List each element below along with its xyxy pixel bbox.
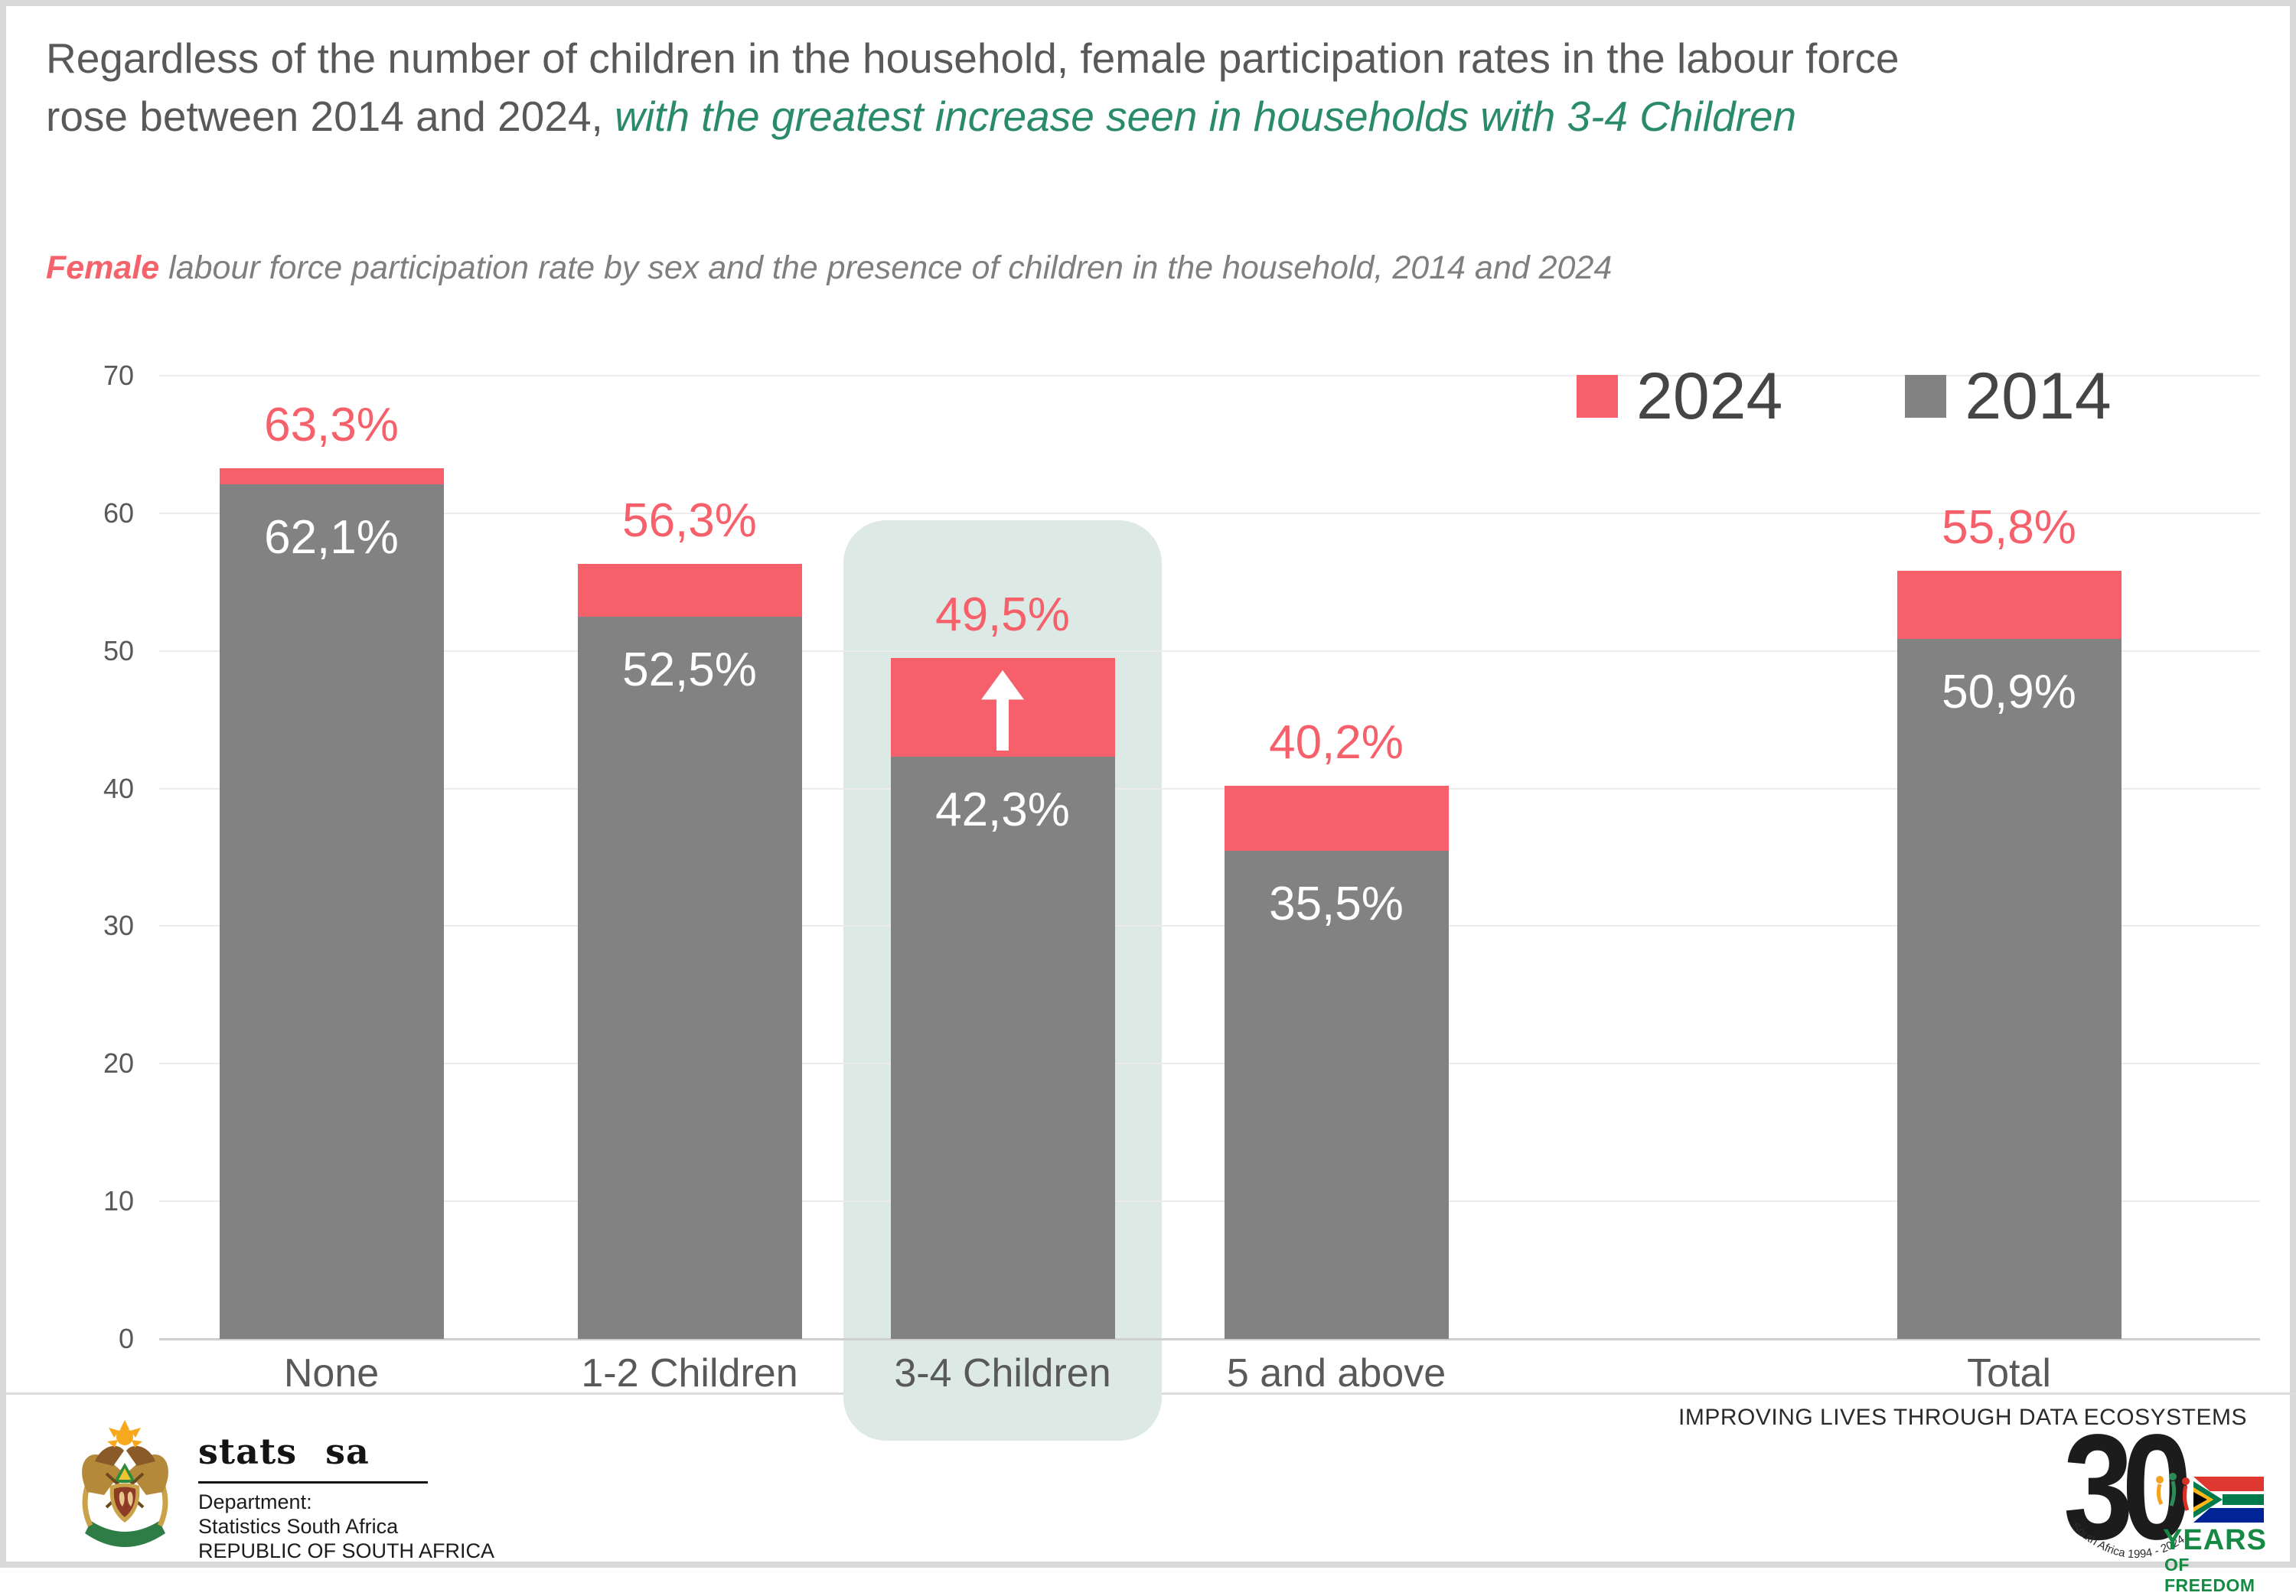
value-label-2024: 63,3% (264, 398, 399, 451)
gridline (159, 512, 2260, 514)
celebrating-people-icon (2156, 1473, 2190, 1511)
y-axis-tick-label: 50 (103, 634, 134, 666)
department-line-2: Statistics South Africa (198, 1515, 399, 1538)
x-axis-category-label: None (283, 1351, 380, 1396)
x-axis-category-label: 3-4 Children (894, 1351, 1111, 1396)
thirty-numeral: 30 (2063, 1403, 2192, 1571)
bar-2024-segment (219, 467, 444, 485)
gridline (159, 1200, 2260, 1203)
title-line-2: rose between 2014 and 2024, with the gre… (46, 93, 1797, 140)
value-label-2014: 42,3% (935, 783, 1070, 837)
legend-item-2014: 2014 (1905, 360, 2112, 433)
department-line-1: Department: (198, 1490, 312, 1513)
title-line-1: Regardless of the number of children in … (46, 34, 1900, 82)
stats-sa-text-block: stats sa Department: Statistics South Af… (198, 1420, 494, 1563)
y-axis-tick-label: 30 (103, 910, 134, 942)
x-axis-category-label: 5 and above (1226, 1351, 1446, 1396)
gridline (159, 650, 2260, 652)
value-label-2014: 50,9% (1942, 665, 2076, 718)
x-axis-category-label: 1-2 Children (581, 1351, 798, 1396)
x-axis-category-label: Total (1967, 1351, 2051, 1396)
chart-legend: 2024 2014 (1577, 360, 2112, 433)
legend-label-2014: 2014 (1965, 360, 2112, 433)
gridline (159, 375, 2260, 376)
bar-2014-segment (219, 484, 444, 1339)
increase-arrow-icon (981, 669, 1024, 754)
bar-2024-segment (1896, 571, 2122, 639)
south-africa-flag-icon (2193, 1477, 2264, 1523)
years-label: YEARS (2163, 1524, 2267, 1556)
y-axis-tick-label: 70 (103, 360, 134, 391)
gridline (159, 787, 2260, 790)
title-highlight: with the greatest increase seen in house… (615, 93, 1797, 140)
legend-item-2024: 2024 (1577, 360, 1782, 433)
legend-swatch-2024-icon (1577, 375, 1618, 418)
bar-2014-segment (577, 616, 802, 1339)
bar-2014-segment (890, 757, 1115, 1339)
subtitle-rest: labour force participation rate by sex a… (159, 249, 1613, 286)
value-label-2014: 52,5% (622, 643, 757, 696)
value-label-2024: 56,3% (622, 494, 757, 548)
stats-sa-coat-of-arms-icon (82, 1420, 168, 1547)
bar-2014-segment (1224, 850, 1449, 1339)
y-axis-tick-label: 20 (103, 1047, 134, 1080)
chart-subtitle: Female labour force participation rate b… (46, 249, 2112, 287)
gridline (159, 1338, 2260, 1340)
value-label-2014: 35,5% (1269, 877, 1404, 930)
value-label-2014: 62,1% (264, 511, 399, 565)
y-axis-tick-label: 40 (103, 772, 134, 804)
legend-label-2024: 2024 (1636, 360, 1783, 433)
stats-sa-logo-block: stats sa Department: Statistics South Af… (73, 1420, 494, 1563)
stats-sa-rule (198, 1481, 428, 1484)
y-axis-tick-label: 60 (103, 497, 134, 529)
of-freedom-label: OF FREEDOM (2164, 1555, 2255, 1595)
y-axis-tick-label: 0 (118, 1323, 134, 1354)
bar-chart: 0 10 20 30 40 50 60 70 63,3% 62,1% None 56,3% 52,5% 1… (6, 312, 2296, 1441)
sun-icon (107, 1420, 142, 1448)
bar-2014-segment (1896, 638, 2122, 1339)
value-label-2024: 49,5% (935, 588, 1070, 641)
thirty-years-of-freedom-logo: 30 South Africa 1994 - 2024 YEARS OF FRE… (2063, 1412, 2270, 1596)
page-title: Regardless of the number of children in … (46, 29, 2227, 145)
department-line-3: REPUBLIC OF SOUTH AFRICA (198, 1539, 495, 1562)
bar-2024-segment (1224, 785, 1449, 851)
subtitle-emphasis: Female (46, 249, 160, 286)
stats-sa-wordmark: stats sa (198, 1431, 370, 1472)
anniversary-arc-text: South Africa 1994 - 2024 (2069, 1520, 2187, 1562)
y-axis-tick-label: 10 (103, 1185, 134, 1217)
legend-swatch-2014-icon (1905, 375, 1947, 418)
value-label-2024: 55,8% (1942, 501, 2076, 555)
gridline (159, 925, 2260, 927)
gridline (159, 1063, 2260, 1065)
value-label-2024: 40,2% (1269, 715, 1404, 769)
bar-2024-segment (577, 564, 802, 617)
tagline: IMPROVING LIVES THROUGH DATA ECOSYSTEMS (1678, 1405, 2247, 1430)
